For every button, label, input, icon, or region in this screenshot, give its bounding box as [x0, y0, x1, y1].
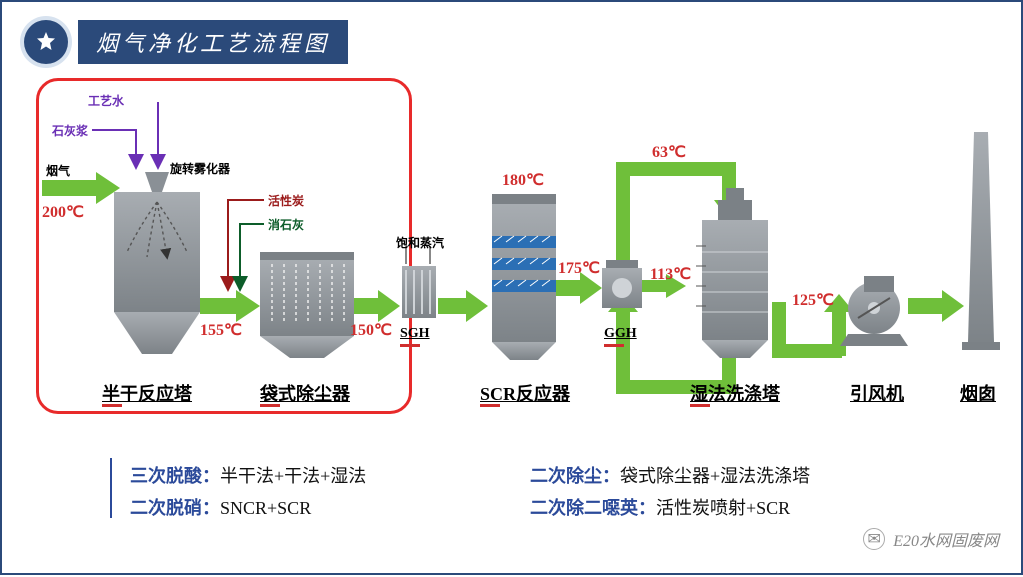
equip-fan — [840, 276, 908, 346]
label-scr: SCR反应器 — [480, 380, 570, 406]
temp-after-semi-dry: 155℃ — [200, 320, 242, 340]
label-sgh: SGH — [400, 326, 430, 342]
label-slaked-lime: 消石灰 — [268, 216, 304, 233]
label-ggh: GGH — [604, 326, 637, 342]
summary-2: 二次脱硝：SNCR+SCR — [130, 494, 311, 520]
label-saturated-steam: 饱和蒸汽 — [396, 234, 444, 251]
summary-3: 二次除尘：袋式除尘器+湿法洗涤塔 — [530, 462, 810, 488]
temp-after-baghouse: 150℃ — [350, 320, 392, 340]
equip-stack — [962, 132, 1000, 350]
watermark: ✉E20水网固废网 — [863, 527, 999, 551]
summary-left-bar — [110, 458, 112, 518]
temp-to-fan: 125℃ — [792, 290, 834, 310]
temp-inlet: 200℃ — [42, 202, 84, 222]
temp-scrubber-in: 113℃ — [650, 264, 691, 284]
temp-after-scr: 175℃ — [558, 258, 600, 278]
label-wet-scrubber: 湿法洗涤塔 — [690, 380, 780, 406]
label-lime-slurry: 石灰浆 — [52, 122, 88, 139]
equip-ggh — [602, 260, 642, 308]
arrow-baghouse-sgh — [354, 290, 400, 322]
summary-1: 三次脱酸：半干法+干法+湿法 — [130, 462, 366, 488]
label-activated-carbon: 活性炭 — [268, 192, 304, 209]
temp-scrubber-top: 63℃ — [652, 142, 686, 162]
redmark-1 — [102, 404, 122, 407]
line-activated-carbon — [228, 200, 264, 288]
label-stack: 烟囱 — [960, 380, 996, 406]
redmark-6 — [690, 404, 710, 407]
label-baghouse: 袋式除尘器 — [260, 380, 350, 406]
summary-4: 二次除二噁英：活性炭喷射+SCR — [530, 494, 790, 520]
equip-scr — [492, 194, 556, 360]
equip-baghouse — [260, 252, 354, 358]
label-atomizer: 旋转雾化器 — [170, 160, 230, 177]
label-flue-gas: 烟气 — [46, 162, 70, 179]
equip-wet-scrubber — [696, 188, 768, 358]
process-diagram — [2, 2, 1023, 577]
line-lime-slurry — [92, 130, 136, 166]
redmark-4 — [480, 404, 500, 407]
temp-scr-top: 180℃ — [502, 170, 544, 190]
redmark-5 — [604, 344, 624, 347]
equip-semi-dry — [114, 172, 200, 354]
label-process-water: 工艺水 — [88, 92, 124, 109]
arrow-sgh-scr — [438, 290, 488, 322]
arrow-semidry-baghouse — [200, 290, 260, 322]
arrow-fan-stack — [908, 290, 964, 322]
redmark-2 — [260, 404, 280, 407]
equip-sgh — [402, 246, 436, 318]
redmark-3 — [400, 344, 420, 347]
label-fan: 引风机 — [850, 380, 904, 406]
label-semi-dry: 半干反应塔 — [102, 380, 192, 406]
